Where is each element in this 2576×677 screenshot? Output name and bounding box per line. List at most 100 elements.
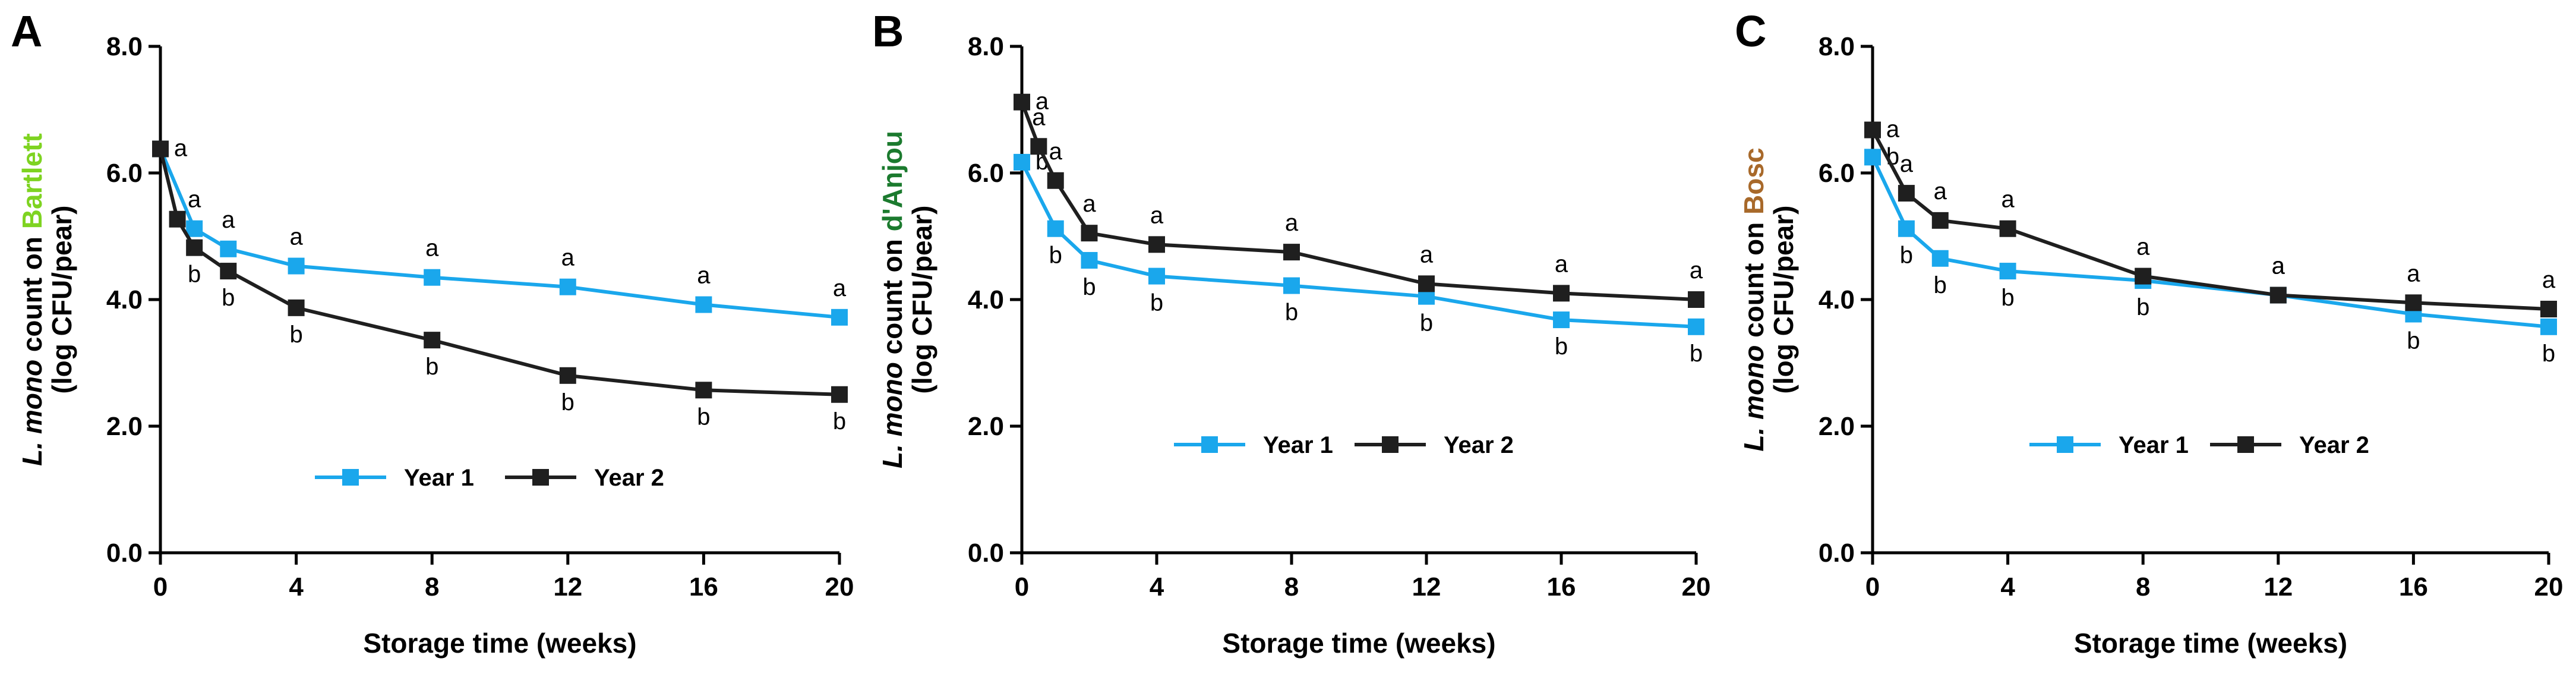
data-point (1999, 263, 2016, 280)
data-point (2405, 294, 2422, 311)
y-axis-title-organism: L. mono (1738, 345, 1769, 452)
significance-label: a (1036, 89, 1049, 115)
y-axis-title: L. mono count on d'Anjou (877, 131, 908, 468)
x-tick-label: 8 (425, 572, 439, 602)
significance-label: b (222, 285, 235, 311)
data-point (2269, 286, 2287, 304)
panel-letter: C (1735, 7, 1766, 56)
panel-letter: B (872, 7, 904, 56)
series-line-1 (1020, 161, 1697, 329)
data-point (1283, 244, 1300, 261)
y-axis-title: L. mono count on Bosc (1738, 147, 1769, 451)
data-point (1047, 172, 1064, 189)
significance-label: b (1934, 272, 1947, 298)
legend-label: Year 2 (2299, 432, 2369, 458)
significance-label: b (1082, 274, 1096, 300)
significance-label: a (2272, 253, 2285, 279)
x-tick-label: 16 (2399, 572, 2428, 602)
significance-label: a (1082, 191, 1096, 217)
data-point (220, 240, 237, 257)
y-tick-label: 6.0 (1819, 159, 1855, 188)
significance-label: a (1032, 104, 1046, 130)
significance-label: b (2542, 341, 2555, 367)
data-point (424, 269, 441, 286)
data-point (1688, 318, 1704, 335)
data-point (1418, 275, 1435, 292)
y-axis-title-text: count on (1738, 215, 1769, 345)
significance-label: b (1900, 243, 1913, 269)
y-axis-title-organism: L. mono (17, 360, 48, 466)
significance-label: a (1900, 151, 1914, 177)
panel-letter: A (11, 7, 42, 56)
y-tick-label: 0.0 (106, 539, 143, 568)
significance-label: b (561, 389, 574, 415)
data-point (2135, 267, 2152, 285)
data-point (1081, 225, 1098, 242)
significance-label: b (833, 408, 846, 434)
y-axis-title-organism: L. mono (877, 362, 908, 468)
data-point (831, 386, 848, 403)
significance-label: a (289, 224, 303, 250)
data-point (695, 296, 712, 313)
x-tick-label: 16 (689, 572, 718, 602)
legend-swatch-marker (2057, 436, 2073, 453)
y-axis-title-variety: Bartlett (17, 133, 48, 229)
data-point (186, 220, 203, 237)
data-point (220, 263, 237, 280)
significance-label: b (1036, 149, 1049, 175)
legend-swatch-marker (342, 469, 359, 486)
significance-label: a (2407, 260, 2420, 286)
data-point (2540, 300, 2557, 317)
data-point (831, 308, 848, 326)
legend-label: Year 1 (404, 465, 474, 491)
x-axis-title: Storage time (weeks) (363, 628, 636, 659)
data-point (1030, 138, 1047, 155)
data-point (169, 210, 186, 228)
significance-label: b (1555, 333, 1568, 360)
y-axis-title-text: count on (877, 231, 908, 362)
data-point (424, 332, 441, 349)
x-tick-label: 8 (2136, 572, 2150, 602)
legend-label: Year 2 (1444, 432, 1514, 458)
chart-panel-a: A 0.0 2.0 4.0 6.0 8.0 0 4 8 12 16 20 Storage time (w… (11, 7, 854, 659)
data-point (186, 239, 203, 256)
y-tick-label: 4.0 (1819, 285, 1855, 314)
significance-label: a (174, 136, 188, 162)
x-tick-label: 0 (153, 572, 168, 602)
data-point (1864, 149, 1881, 166)
y-tick-label: 6.0 (106, 159, 143, 188)
significance-label: a (2136, 234, 2150, 260)
significance-label: b (697, 404, 710, 430)
data-point (1553, 311, 1570, 329)
data-point (1688, 291, 1704, 308)
y-tick-label: 2.0 (968, 412, 1004, 441)
data-point (1898, 220, 1915, 237)
significance-label: b (2407, 328, 2420, 354)
x-tick-label: 16 (1547, 572, 1576, 602)
data-point (1553, 285, 1570, 302)
data-point (1898, 185, 1915, 202)
y-tick-label: 6.0 (968, 159, 1004, 188)
y-tick-label: 4.0 (968, 285, 1004, 314)
x-tick-label: 4 (2000, 572, 2015, 602)
x-axis-title: Storage time (weeks) (1222, 628, 1495, 659)
legend-swatch-marker (1382, 436, 1399, 453)
y-axis-title-unit: (log CFU/pear) (907, 206, 937, 394)
significance-label: a (2542, 267, 2556, 293)
significance-label: a (833, 275, 847, 301)
data-point (1081, 251, 1098, 269)
significance-label: a (1150, 202, 1164, 228)
y-axis-title-unit: (log CFU/pear) (1768, 206, 1799, 394)
data-point (1864, 121, 1881, 138)
y-axis-title-variety: Bosc (1738, 147, 1769, 214)
significance-label: a (561, 245, 575, 271)
series-line-1 (159, 148, 840, 319)
data-point (1014, 153, 1030, 171)
y-tick-label: 8.0 (1819, 32, 1855, 61)
legend-label: Year 1 (2119, 432, 2189, 458)
data-point (1999, 220, 2016, 237)
x-tick-label: 12 (2264, 572, 2293, 602)
data-point (1283, 277, 1300, 294)
significance-label: b (1049, 243, 1062, 269)
y-tick-label: 2.0 (106, 412, 143, 441)
